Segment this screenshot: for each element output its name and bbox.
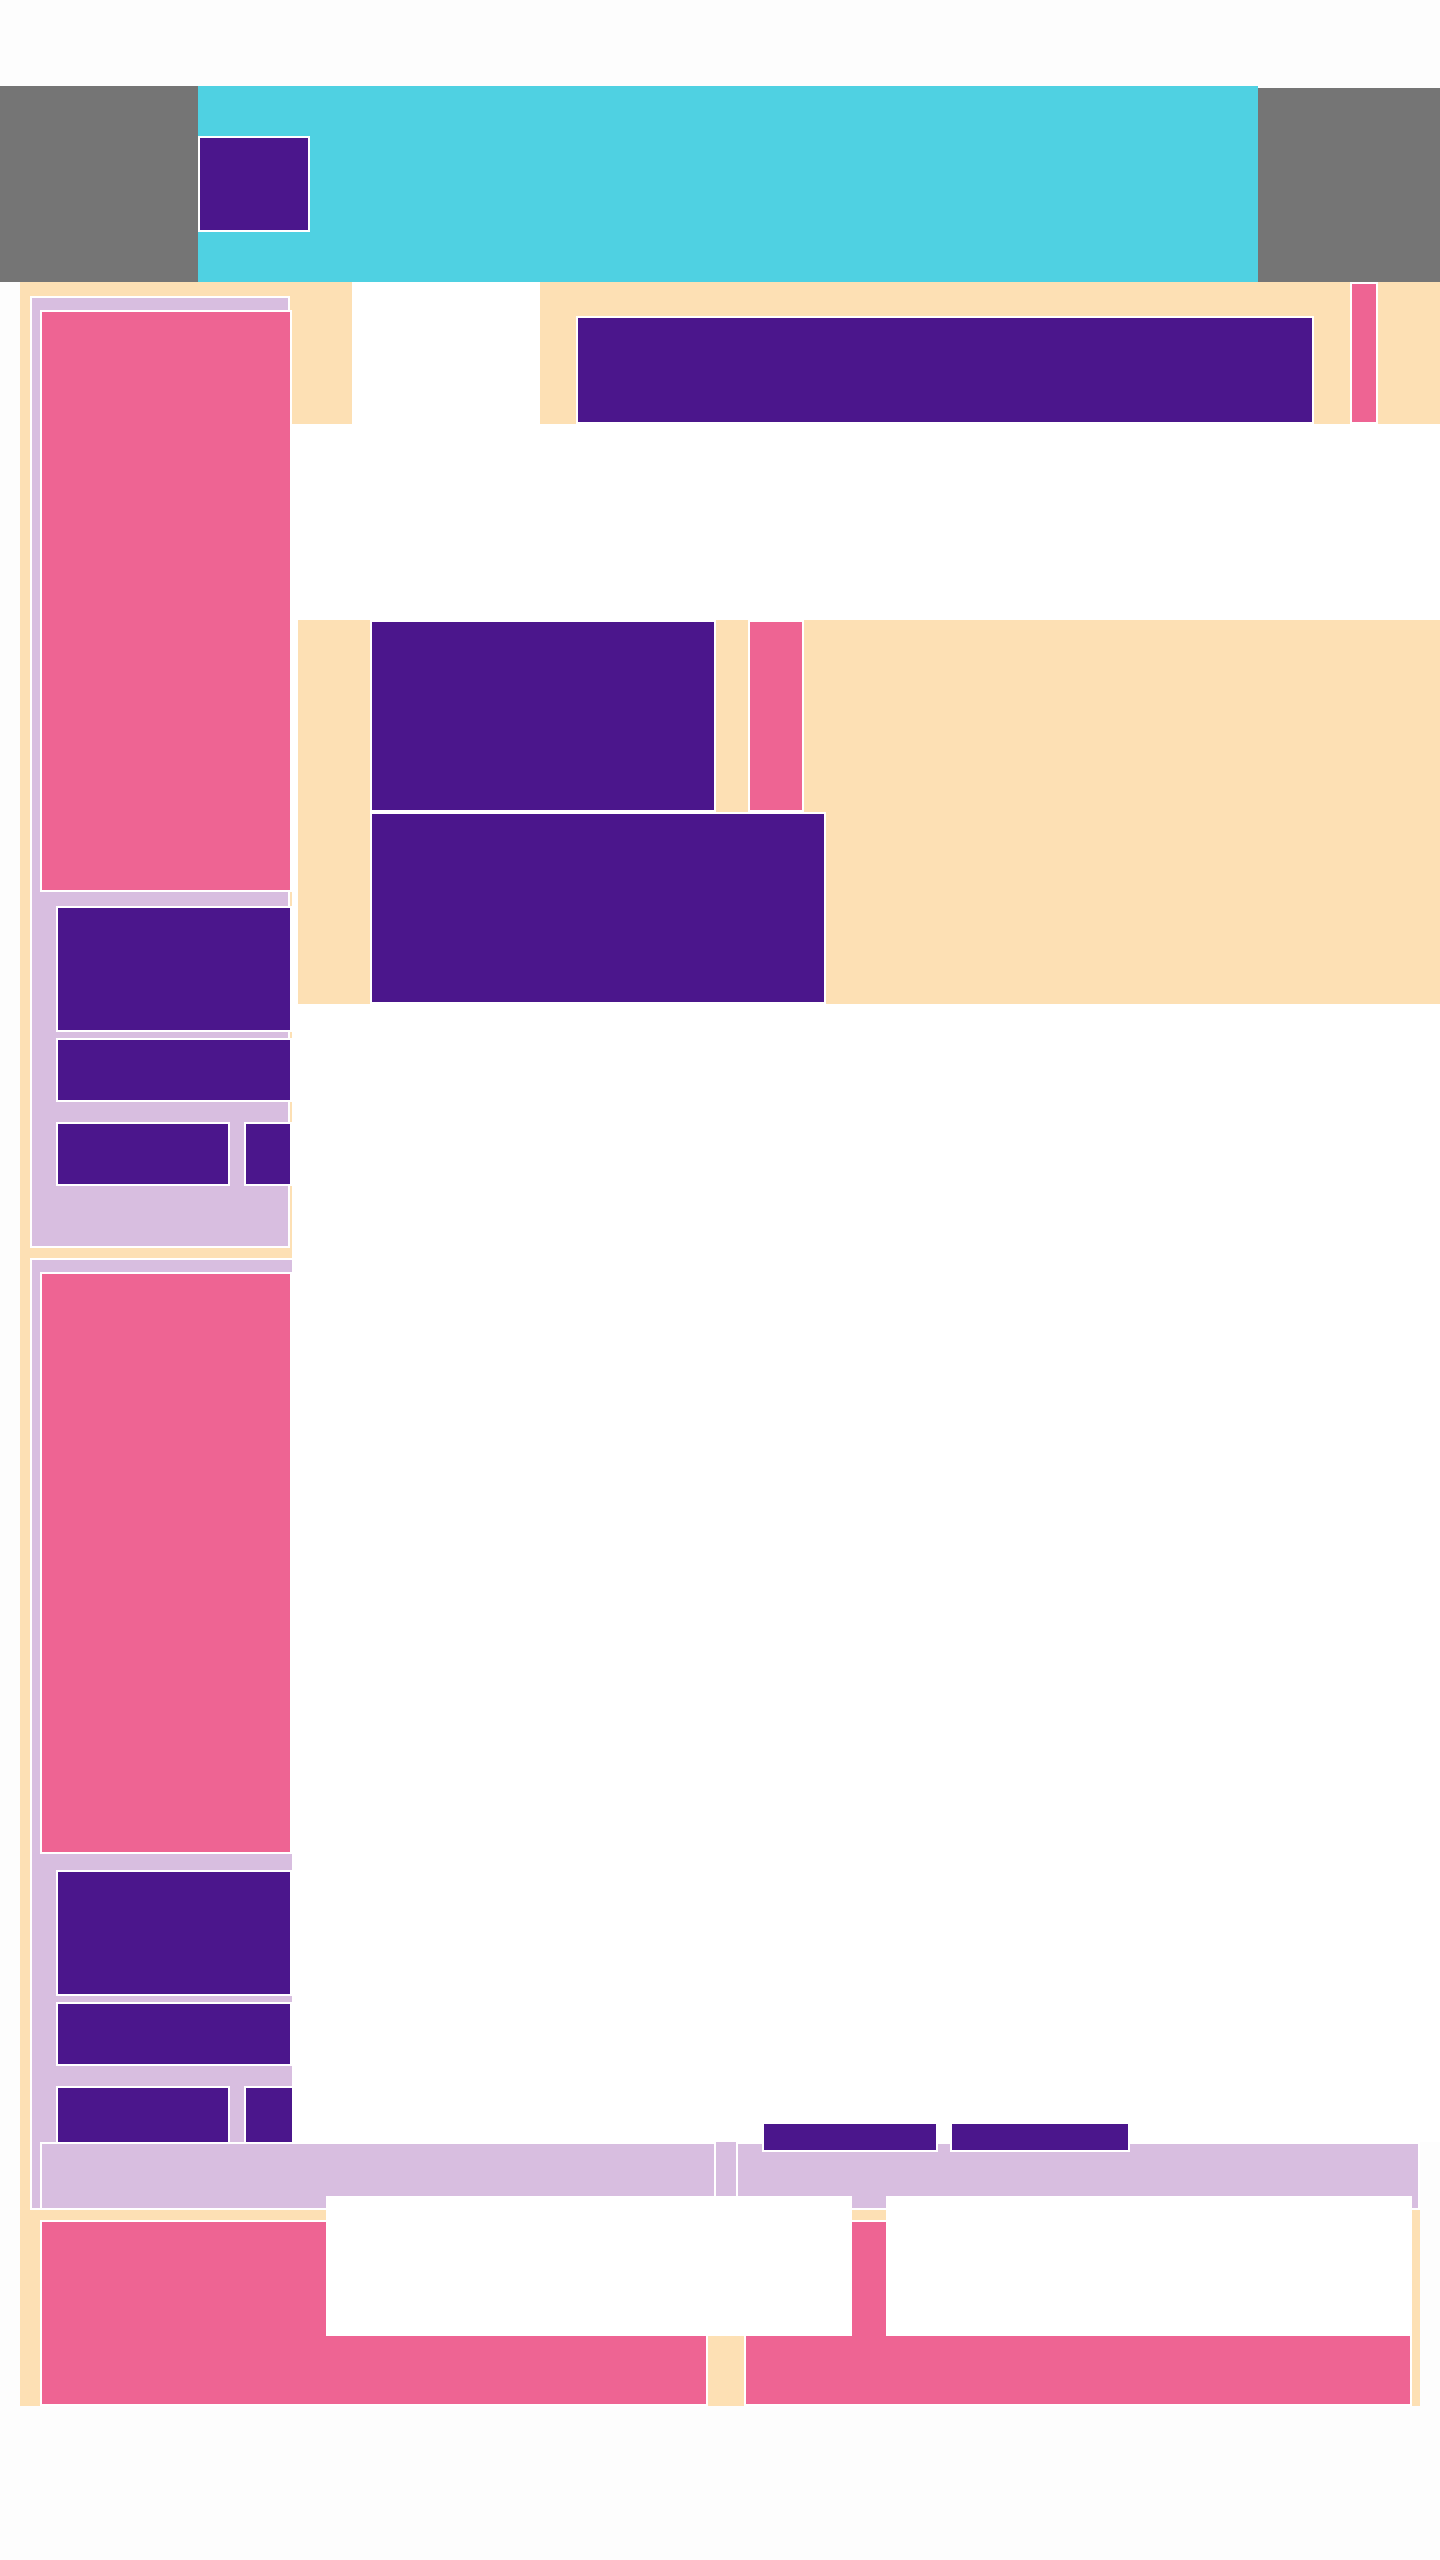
product-title[interactable] xyxy=(56,1870,292,1996)
top-row-left-block xyxy=(292,282,352,424)
header-left-panel xyxy=(0,86,198,282)
popup-card[interactable] xyxy=(326,2196,852,2336)
product-chip[interactable] xyxy=(244,1122,292,1186)
product-subtitle[interactable] xyxy=(56,1038,292,1102)
product-subtitle[interactable] xyxy=(56,2002,292,2066)
header-right-panel xyxy=(1258,88,1440,282)
app-header xyxy=(198,86,1258,282)
list-row-title xyxy=(370,812,826,1004)
bottom-chip[interactable] xyxy=(950,2122,1130,2152)
product-image[interactable] xyxy=(40,1272,292,1854)
main-content-area xyxy=(292,282,1440,2142)
product-image[interactable] xyxy=(40,310,292,892)
product-chip[interactable] xyxy=(56,2086,230,2150)
search-input[interactable] xyxy=(576,316,1314,424)
product-chip[interactable] xyxy=(56,1122,230,1186)
bottom-chip[interactable] xyxy=(762,2122,938,2152)
list-row-badge[interactable] xyxy=(748,620,804,812)
list-row-title xyxy=(370,620,716,812)
product-title[interactable] xyxy=(56,906,292,1032)
top-action-button[interactable] xyxy=(1350,282,1378,424)
popup-card[interactable] xyxy=(886,2196,1412,2336)
app-logo[interactable] xyxy=(198,136,310,232)
